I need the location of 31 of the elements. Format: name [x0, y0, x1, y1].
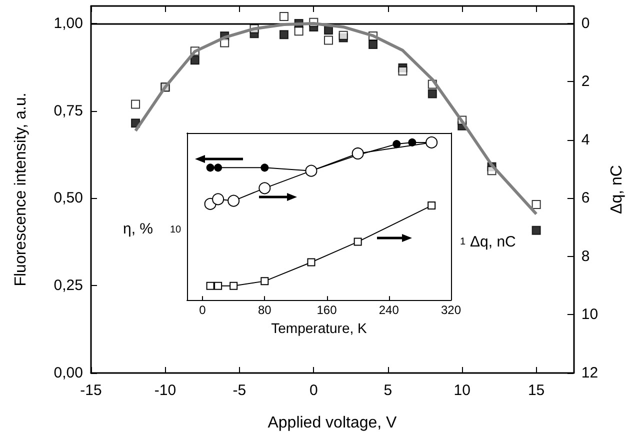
annotation: 1 [460, 236, 466, 248]
x-tick-label: -15 [80, 382, 102, 399]
y2-tick-label: 8 [581, 248, 590, 265]
x-tick-label: -5 [232, 382, 246, 399]
x-tick-label: 80 [258, 303, 272, 318]
y2-tick-label: 0 [581, 14, 590, 32]
x-tick-label: 240 [378, 303, 400, 318]
y2-tick-label: 12 [581, 364, 598, 382]
y2-tick-label: 2 [581, 73, 590, 90]
x-tick-label: 15 [528, 382, 545, 399]
y2-axis-title: Δq, nC [608, 165, 626, 214]
y2-axis-title: Δq, nC [470, 234, 516, 250]
x-tick-label: 10 [454, 382, 470, 399]
x-tick-label: 160 [316, 303, 338, 318]
x-axis-title: Applied voltage, V [268, 414, 398, 432]
x-axis-title: Temperature, K [271, 320, 368, 336]
y-tick-label: 0,00 [54, 364, 83, 382]
y-tick-label: 0,50 [54, 190, 83, 207]
y-axis-title: η, % [123, 220, 154, 238]
x-tick-label: 5 [384, 382, 392, 399]
y-tick-label: 0,25 [54, 277, 83, 294]
y-tick-label: 0,75 [54, 102, 83, 120]
x-tick-label: 0 [199, 303, 206, 318]
y-tick-label: 1,00 [54, 14, 83, 32]
y-axis-title: Fluorescence intensity, a.u. [12, 92, 30, 286]
x-tick-label: 0 [309, 382, 318, 399]
x-tick-label: -10 [154, 382, 176, 399]
x-tick-label: 320 [440, 303, 462, 318]
y2-tick-label: 6 [581, 190, 590, 207]
annotation: 10 [170, 224, 182, 236]
y2-tick-label: 4 [581, 131, 590, 148]
